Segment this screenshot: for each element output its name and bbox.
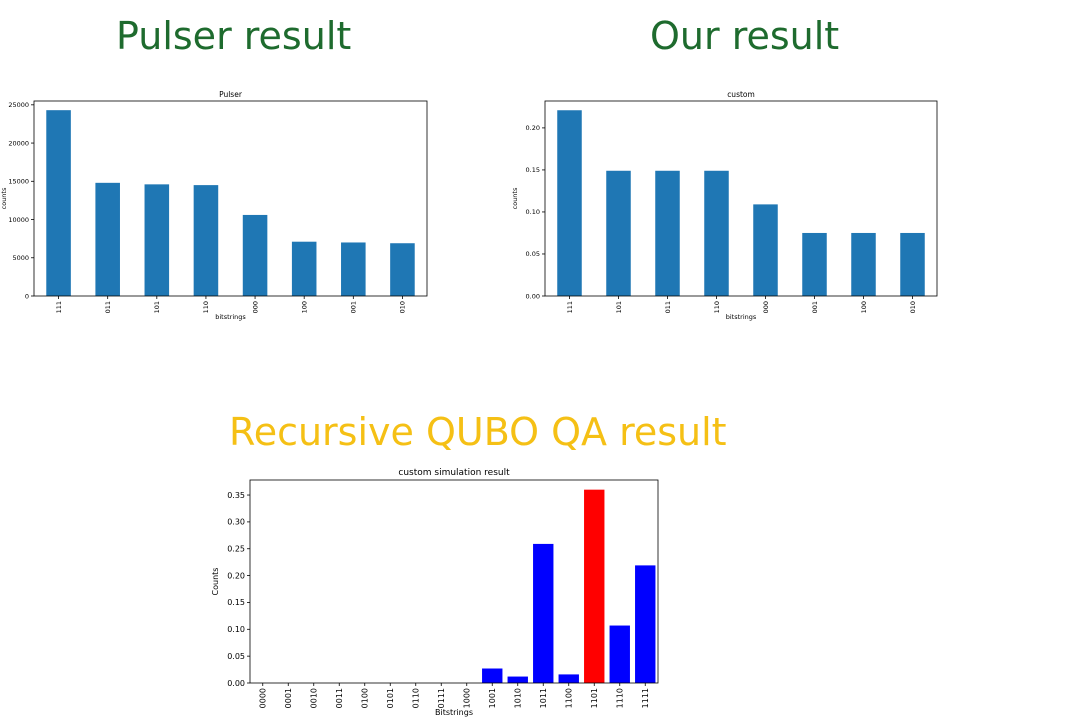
x-axis-label: bitstrings: [215, 313, 246, 321]
y-tick-label: 0.05: [227, 652, 245, 661]
y-tick-label: 0.00: [526, 292, 540, 300]
y-tick-label: 0.35: [227, 491, 245, 500]
x-tick-label: 111: [566, 301, 574, 313]
bar-1101: [584, 489, 605, 683]
x-tick-label: 1110: [616, 688, 625, 708]
bar-1001: [482, 668, 503, 683]
x-tick-label: 0010: [310, 688, 319, 708]
y-tick-label: 0.20: [526, 124, 540, 132]
bar-010: [390, 243, 415, 296]
y-axis-label: counts: [0, 187, 8, 209]
x-tick-label: 001: [811, 301, 819, 313]
y-tick-label: 0: [25, 292, 29, 300]
bar-110: [704, 170, 729, 296]
bar-1010: [507, 676, 528, 683]
plot-frame: [249, 479, 659, 684]
y-tick-label: 0.10: [227, 625, 245, 634]
y-tick-label: 0.15: [227, 598, 245, 607]
custom-chart: 0.00 0.05 0.10 0.15 0.20 111 101 011 110 000 001 10…: [511, 90, 938, 321]
x-tick-label: 0101: [386, 688, 395, 708]
y-tick-label: 0.05: [526, 250, 540, 258]
bar-101: [144, 184, 170, 296]
bar-000: [242, 214, 268, 296]
x-tick-label: 0001: [284, 688, 293, 708]
x-tick-label: 1000: [463, 688, 472, 708]
x-tick-label: 011: [104, 301, 112, 313]
bar-111: [557, 110, 582, 296]
bar-010: [900, 232, 925, 296]
x-tick-label: 110: [713, 301, 721, 313]
bar-101: [606, 170, 631, 296]
plot-frame: [544, 100, 938, 297]
x-tick-label: 0011: [335, 688, 344, 708]
x-tick-label: 001: [350, 301, 358, 313]
bar-100: [851, 232, 876, 296]
x-axis-label: bitstrings: [726, 313, 757, 321]
y-tick-label: 0.30: [227, 518, 245, 527]
chart-title: Pulser: [219, 90, 243, 99]
bar-1011: [533, 543, 554, 683]
y-tick-label: 25000: [8, 101, 29, 109]
x-tick-label: 1001: [488, 688, 497, 708]
bar-011: [95, 182, 120, 296]
qubo-simulation-chart: 0.00 0.05 0.10 0.15 0.20 0.25 0.30 0.35 0000 0001…: [211, 468, 659, 717]
x-axis-label: Bitstrings: [435, 708, 473, 717]
x-tick-label: 011: [664, 301, 672, 313]
pulser-chart: 0 5000 10000 15000 20000 25000 111 011 101 110 000…: [0, 90, 428, 321]
y-tick-label: 0.25: [227, 545, 245, 554]
our-result-heading: Our result: [650, 14, 840, 58]
x-tick-label: 000: [251, 301, 259, 313]
x-tick-label: 100: [860, 301, 868, 313]
y-axis-label: Counts: [211, 568, 220, 596]
x-tick-label: 010: [909, 301, 917, 313]
bar-001: [341, 242, 366, 296]
bar-100: [291, 241, 317, 296]
x-tick-label: 0110: [412, 688, 421, 708]
y-tick-label: 0.15: [526, 166, 540, 174]
y-tick-label: 10000: [8, 216, 29, 224]
bar-000: [753, 204, 778, 296]
y-axis-label: counts: [511, 187, 519, 209]
x-tick-label: 000: [762, 301, 770, 313]
chart-title: custom: [727, 90, 755, 99]
plot-frame: [33, 100, 428, 297]
y-tick-label: 15000: [8, 178, 29, 186]
chart-title: custom simulation result: [398, 468, 510, 478]
y-tick-label: 0.20: [227, 571, 245, 580]
bar-1110: [609, 625, 630, 683]
y-tick-label: 20000: [8, 139, 29, 147]
x-tick-label: 0000: [259, 688, 268, 708]
pulser-result-heading: Pulser result: [116, 14, 352, 58]
x-tick-label: 111: [55, 301, 63, 313]
x-tick-label: 100: [300, 301, 308, 313]
qubo-result-heading: Recursive QUBO QA result: [229, 410, 727, 454]
x-tick-label: 101: [153, 301, 161, 313]
x-tick-label: 010: [399, 301, 407, 313]
y-tick-label: 5000: [12, 254, 29, 262]
bar-1100: [558, 674, 579, 683]
bar-110: [193, 185, 219, 296]
bar-011: [655, 170, 680, 296]
y-tick-label: 0.00: [227, 679, 245, 688]
x-tick-label: 110: [202, 301, 210, 313]
bar-1111: [635, 565, 656, 683]
x-tick-label: 0100: [361, 688, 370, 708]
x-tick-label: 1100: [565, 688, 574, 708]
x-tick-label: 1101: [590, 688, 599, 708]
x-tick-label: 101: [615, 301, 623, 313]
x-tick-label: 0111: [437, 688, 446, 708]
bar-111: [46, 110, 71, 296]
y-tick-label: 0.10: [526, 208, 540, 216]
x-tick-label: 1011: [539, 688, 548, 708]
x-tick-label: 1111: [641, 688, 650, 708]
bar-001: [802, 232, 827, 296]
x-tick-label: 1010: [514, 688, 523, 708]
